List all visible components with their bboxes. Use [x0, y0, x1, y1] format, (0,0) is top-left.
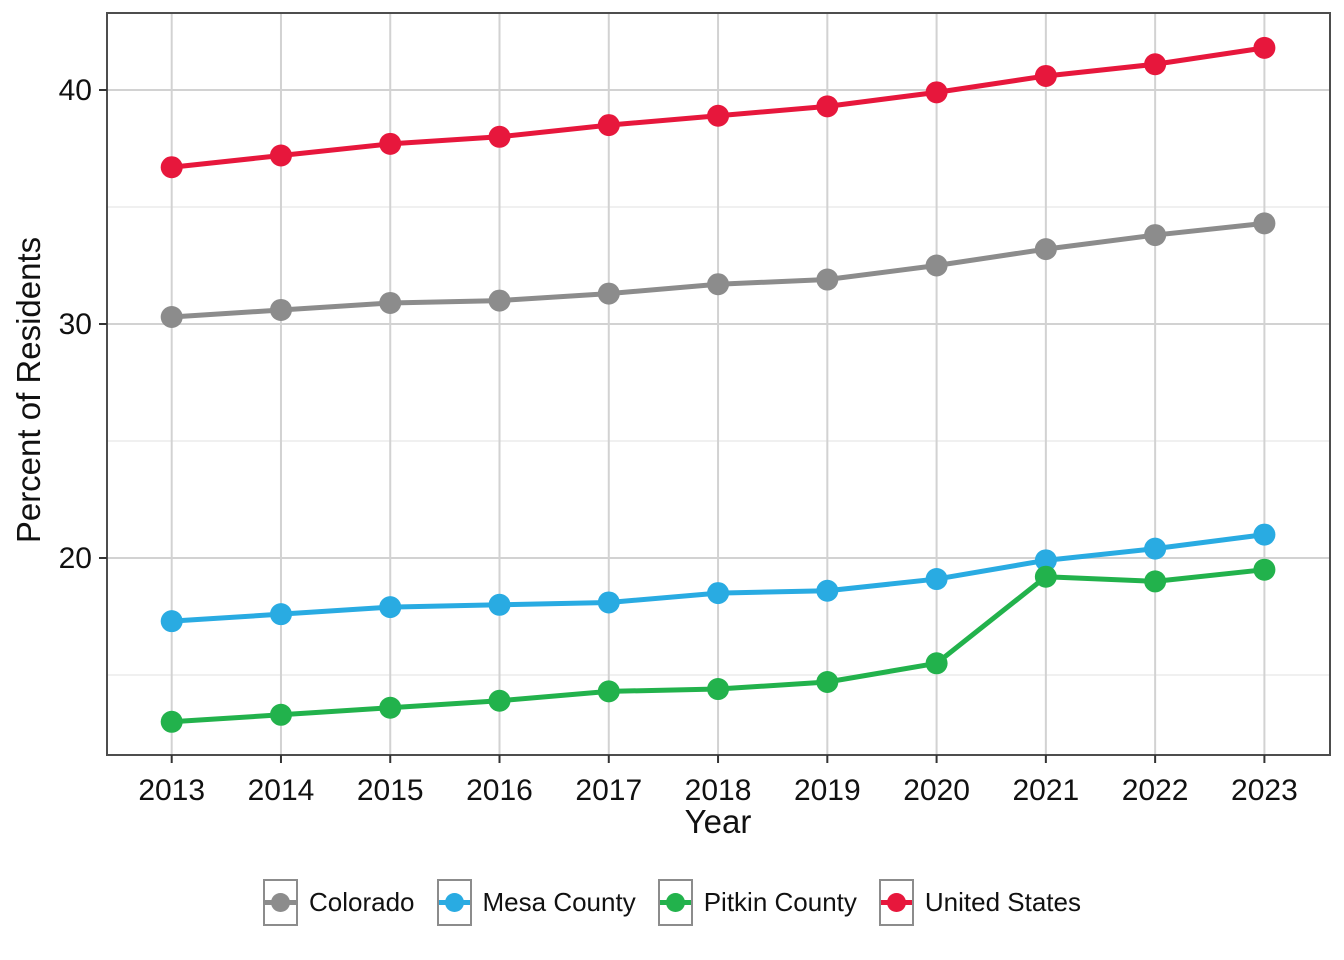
legend-label: United States — [924, 887, 1081, 917]
data-point — [1253, 523, 1276, 546]
data-point — [1144, 53, 1167, 76]
x-tick-label: 2016 — [466, 774, 533, 807]
data-point — [925, 652, 948, 675]
data-point — [379, 596, 402, 619]
legend: Colorado Mesa County Pitkin County United S… — [0, 879, 1344, 926]
data-point — [379, 132, 402, 155]
legend-key-icon — [659, 893, 691, 912]
data-point — [160, 610, 183, 633]
series-pitkin-county — [160, 558, 1276, 733]
data-point — [707, 582, 730, 605]
data-point — [597, 282, 620, 305]
data-point — [597, 114, 620, 137]
axis-ticks: 20 30 40 2013 2014 2015 2016 2017 2018 2019 2020 20… — [59, 74, 1298, 807]
data-point — [925, 254, 948, 277]
legend-key-icon — [880, 893, 912, 912]
legend-key-swatch — [263, 879, 298, 926]
y-axis-title: Percent of Residents — [10, 237, 47, 543]
data-point — [707, 104, 730, 127]
legend-label: Colorado — [309, 887, 415, 917]
data-point — [488, 689, 511, 712]
x-tick-label: 2017 — [575, 774, 642, 807]
legend-key-swatch — [878, 879, 914, 926]
legend-item-pitkin-county: Pitkin County — [657, 879, 857, 926]
data-point — [1253, 558, 1276, 581]
data-point — [597, 680, 620, 703]
y-tick-label: 30 — [59, 308, 92, 341]
data-point — [925, 568, 948, 591]
data-point — [160, 156, 183, 179]
x-tick-label: 2018 — [685, 774, 752, 807]
legend-item-united-states: United States — [878, 879, 1081, 926]
x-tick-label: 2014 — [248, 774, 315, 807]
data-point — [925, 81, 948, 104]
gridlines — [107, 13, 1330, 755]
data-point — [269, 144, 292, 167]
x-tick-label: 2013 — [138, 774, 205, 807]
data-point — [1144, 224, 1167, 247]
x-tick-label: 2021 — [1012, 774, 1079, 807]
data-point — [707, 678, 730, 701]
x-tick-label: 2022 — [1122, 774, 1189, 807]
data-point — [707, 273, 730, 296]
data-point — [488, 593, 511, 616]
data-point — [488, 289, 511, 312]
legend-item-mesa-county: Mesa County — [436, 879, 636, 926]
data-point — [269, 703, 292, 726]
data-point — [379, 291, 402, 314]
data-series — [160, 36, 1276, 733]
legend-key-icon — [438, 893, 470, 912]
data-point — [1034, 238, 1057, 261]
data-point — [160, 710, 183, 733]
data-point — [269, 298, 292, 321]
data-point — [816, 671, 839, 694]
x-axis-title: Year — [685, 803, 752, 840]
data-point — [1034, 64, 1057, 87]
data-point — [379, 696, 402, 719]
legend-label: Pitkin County — [703, 887, 857, 917]
series-colorado — [160, 212, 1276, 328]
legend-key-swatch — [657, 879, 693, 926]
data-point — [1253, 36, 1276, 59]
data-point — [816, 95, 839, 118]
data-point — [1144, 570, 1167, 593]
x-tick-label: 2019 — [794, 774, 861, 807]
x-tick-label: 2023 — [1231, 774, 1298, 807]
y-tick-label: 40 — [59, 74, 92, 107]
data-point — [1253, 212, 1276, 235]
data-point — [269, 603, 292, 626]
legend-key-icon — [265, 893, 296, 912]
data-point — [1034, 549, 1057, 572]
data-point — [816, 268, 839, 291]
y-tick-label: 20 — [59, 542, 92, 575]
legend-item-colorado: Colorado — [263, 879, 415, 926]
legend-label: Mesa County — [482, 887, 636, 917]
data-point — [1034, 565, 1057, 588]
series-mesa-county — [160, 523, 1276, 633]
data-point — [160, 305, 183, 328]
x-tick-label: 2015 — [357, 774, 424, 807]
data-point — [597, 591, 620, 614]
legend-key-swatch — [436, 879, 472, 926]
x-tick-label: 2020 — [903, 774, 970, 807]
data-point — [816, 579, 839, 602]
data-point — [488, 125, 511, 148]
data-point — [1144, 537, 1167, 560]
series-united-states — [160, 36, 1276, 179]
